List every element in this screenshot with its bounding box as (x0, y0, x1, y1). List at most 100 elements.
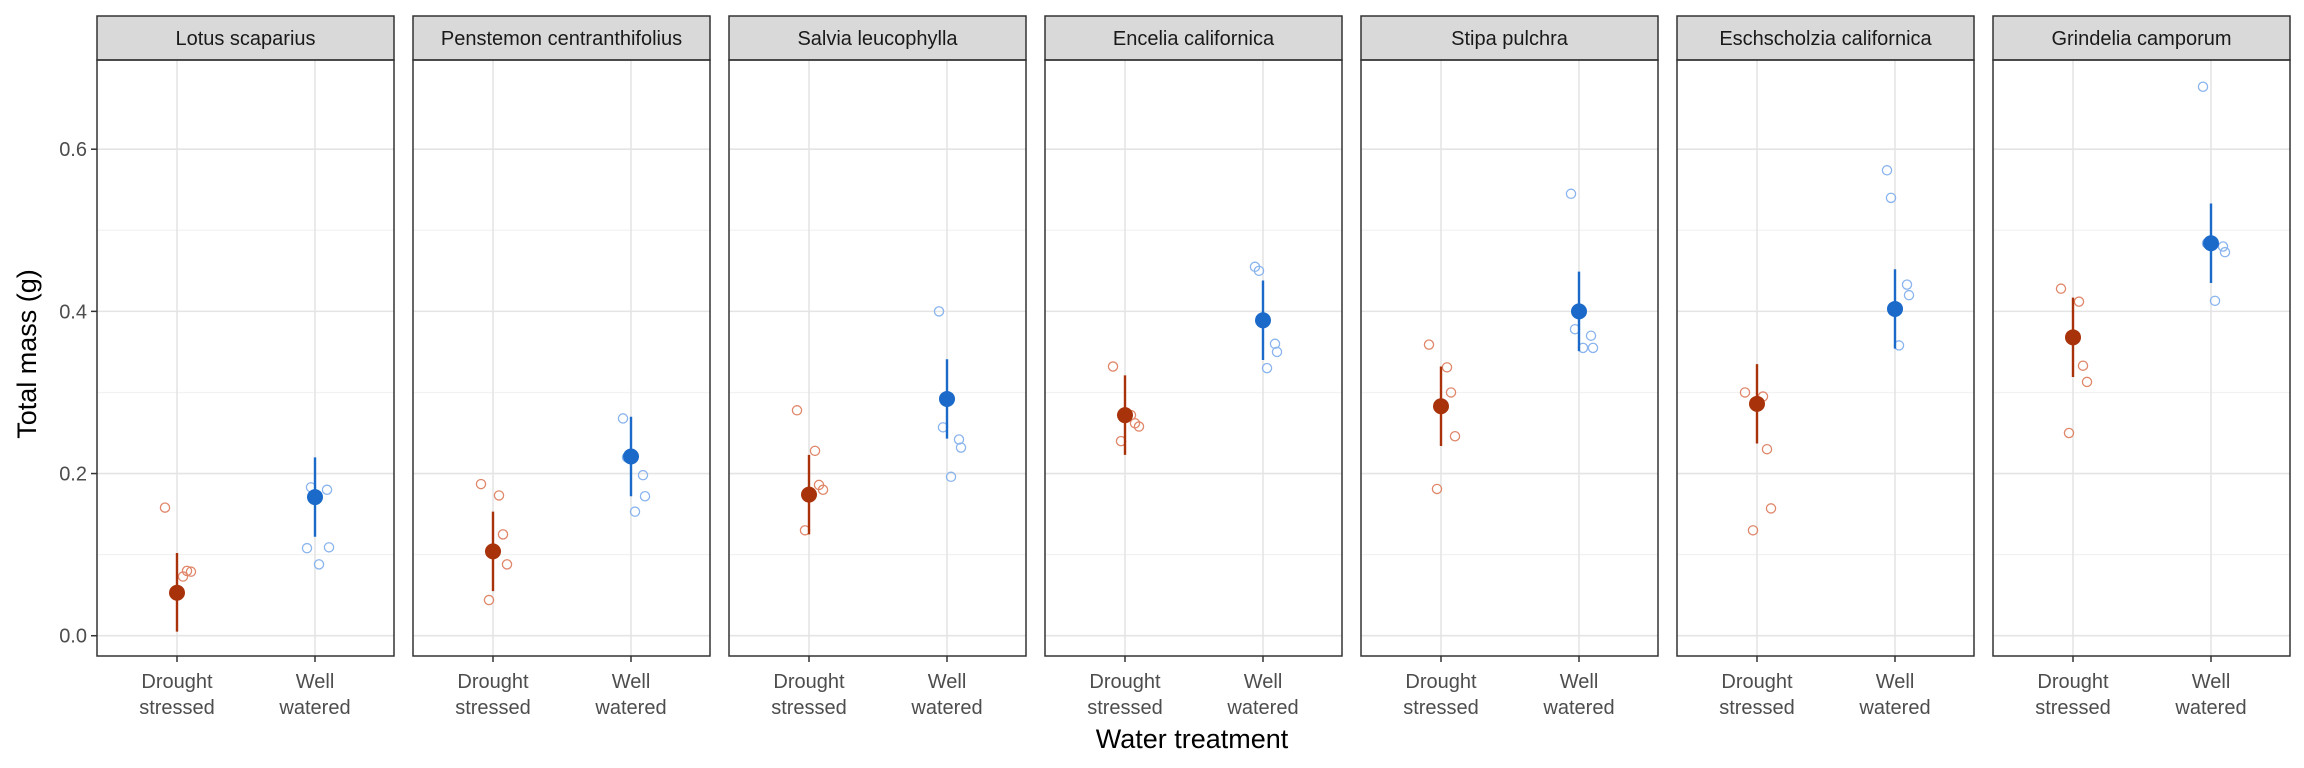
x-tick-label: stressed (139, 697, 215, 719)
x-tick-label: stressed (1719, 697, 1795, 719)
x-tick-label: Drought (773, 671, 845, 693)
x-tick-label: Well (1876, 671, 1915, 693)
raw-data-point (1133, 421, 1145, 432)
panel-border (1360, 59, 1659, 657)
raw-data-point (2217, 241, 2229, 252)
x-tick-label: Drought (1405, 671, 1477, 693)
x-tick-label: watered (1858, 697, 1930, 719)
x-tick-label: Well (2192, 671, 2231, 693)
raw-data-point (639, 491, 651, 502)
panel-border (96, 59, 395, 657)
raw-data-point (2219, 246, 2231, 258)
raw-data-point (1747, 525, 1759, 536)
y-axis-title: Total mass (g) (12, 269, 42, 439)
raw-data-point (1885, 192, 1897, 204)
raw-data-point (323, 542, 335, 553)
raw-data-point (159, 502, 171, 513)
x-tick-label: Well (612, 671, 651, 693)
raw-data-point (1423, 339, 1435, 350)
x-tick-label: watered (594, 697, 666, 719)
facet-title: Lotus scaparius (175, 28, 315, 50)
mean-point (1255, 312, 1271, 329)
x-tick-label: stressed (771, 697, 847, 719)
raw-data-point (313, 559, 325, 570)
raw-data-point (933, 306, 945, 317)
x-axis-title: Water treatment (1096, 724, 1289, 754)
y-tick-label: 0.4 (59, 301, 87, 323)
panel-border (1676, 59, 1975, 657)
x-tick-label: Drought (1089, 671, 1161, 693)
x-tick-label: stressed (455, 697, 531, 719)
raw-data-point (945, 471, 957, 483)
facet-title: Penstemon centranthifolius (441, 28, 682, 50)
mean-point (485, 543, 501, 560)
raw-data-point (483, 594, 495, 606)
facet-strip (412, 15, 711, 61)
raw-data-point (1253, 265, 1265, 277)
raw-data-point (1587, 342, 1599, 354)
raw-data-point (475, 478, 487, 490)
x-tick-label: stressed (1403, 697, 1479, 719)
x-tick-label: watered (1542, 697, 1614, 719)
mean-point (2065, 329, 2081, 346)
x-tick-label: Drought (2037, 671, 2109, 693)
facet-panel: Grindelia camporum Drought stressed Well wat… (1992, 15, 2291, 719)
x-tick-label: Well (296, 671, 335, 693)
raw-data-point (1271, 346, 1283, 358)
x-tick-label: Well (928, 671, 967, 693)
raw-data-point (1261, 362, 1273, 374)
x-tick-label: watered (1226, 697, 1298, 719)
raw-data-point (955, 442, 967, 453)
raw-data-point (1107, 361, 1119, 372)
raw-data-point (817, 484, 829, 496)
raw-data-point (2055, 283, 2067, 294)
facet-title: Salvia leucophylla (797, 28, 958, 50)
x-tick-label: Well (1560, 671, 1599, 693)
mean-point (1749, 395, 1765, 412)
facet-panel: Penstemon centranthifolius Drought stresse… (412, 15, 711, 719)
raw-data-point (2081, 376, 2093, 388)
y-axis: 0.0 0.2 0.4 0.6 (59, 139, 97, 648)
facet-panel: Salvia leucophylla Drought stressed Well wat… (728, 15, 1027, 719)
x-tick-label: watered (910, 697, 982, 719)
panels-layer: Lotus scaparius Drought stressed Well watere… (96, 15, 2291, 719)
raw-data-point (1585, 330, 1597, 341)
raw-data-point (2063, 427, 2075, 439)
x-tick-label: watered (278, 697, 350, 719)
facet-strip (1360, 15, 1659, 61)
raw-data-point (1901, 279, 1913, 290)
facet-strip (1992, 15, 2291, 61)
y-tick-label: 0.2 (59, 464, 87, 486)
facet-panel: Eschscholzia californica Drought stressed W… (1676, 15, 1975, 719)
mean-point (1433, 398, 1449, 415)
raw-data-point (2197, 81, 2209, 93)
y-tick-label: 0.6 (59, 139, 87, 161)
panel-border (412, 59, 711, 657)
raw-data-point (181, 565, 193, 577)
raw-data-point (1761, 443, 1773, 455)
raw-data-point (1445, 387, 1457, 398)
mean-point (169, 584, 185, 601)
raw-data-point (1565, 188, 1577, 200)
raw-data-point (2077, 360, 2089, 371)
facet-strip (96, 15, 395, 61)
panel-background (729, 60, 1026, 656)
panel-border (1044, 59, 1343, 657)
x-tick-label: Well (1244, 671, 1283, 693)
raw-data-point (1881, 165, 1893, 176)
raw-data-point (1739, 387, 1751, 398)
raw-data-point (1449, 431, 1461, 442)
mean-point (1887, 300, 1903, 317)
raw-data-point (1441, 362, 1453, 373)
x-tick-label: stressed (2035, 697, 2111, 719)
panel-border (1992, 59, 2291, 657)
x-tick-label: stressed (1087, 697, 1163, 719)
y-tick-label: 0.0 (59, 626, 87, 648)
raw-data-point (617, 413, 629, 424)
raw-data-point (791, 405, 803, 416)
raw-data-point (493, 490, 505, 501)
raw-data-point (321, 484, 333, 496)
facet-title: Eschscholzia californica (1719, 28, 1932, 50)
raw-data-point (185, 566, 197, 577)
panel-border (728, 59, 1027, 657)
